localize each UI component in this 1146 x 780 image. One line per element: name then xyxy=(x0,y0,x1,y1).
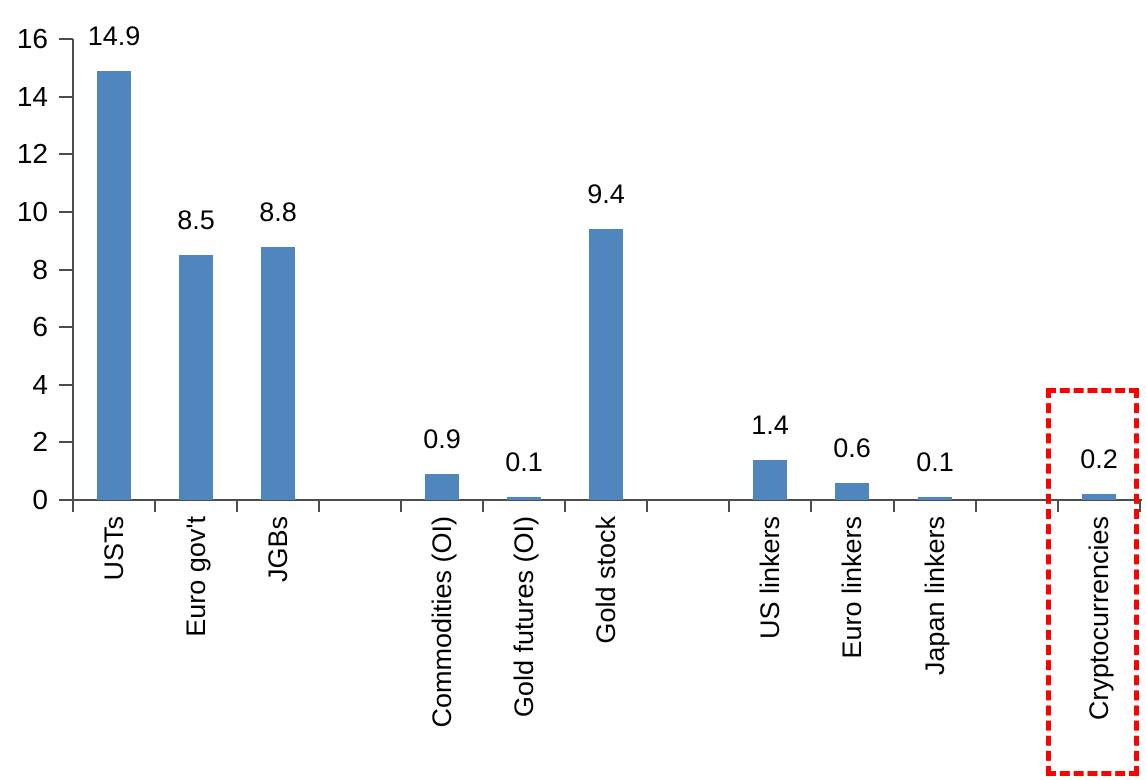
x-axis-tick xyxy=(236,500,238,512)
y-axis-tick xyxy=(59,96,73,98)
y-axis-tick xyxy=(59,153,73,155)
x-axis-category-wrap-usts: USTs xyxy=(72,516,156,581)
bar-value-label-gold-stock: 9.4 xyxy=(587,179,625,209)
y-axis-tick-label: 2 xyxy=(32,426,48,457)
bar-gold-stock xyxy=(589,229,623,500)
x-axis-category-label-us-linkers: US linkers xyxy=(754,516,785,640)
y-axis-tick-label: 0 xyxy=(32,484,48,515)
bar-value-label-euro-gov-t: 8.5 xyxy=(177,205,215,235)
y-axis-tick-label: 6 xyxy=(32,311,48,342)
bar-value-label-us-linkers: 1.4 xyxy=(751,410,789,440)
x-axis-tick xyxy=(1057,500,1059,512)
x-axis-category-wrap-euro-gov-t: Euro gov't xyxy=(154,516,238,637)
x-axis-category-wrap-japan-linkers: Japan linkers xyxy=(893,516,977,675)
bar-value-label-jgbs: 8.8 xyxy=(259,197,297,227)
bar-value-label-usts: 14.9 xyxy=(87,21,141,51)
x-axis-tick xyxy=(482,500,484,512)
y-axis-tick xyxy=(59,384,73,386)
bar-value-label-cryptocurrencies: 0.2 xyxy=(1080,444,1118,474)
y-axis-tick xyxy=(59,269,73,271)
y-axis-tick-label: 10 xyxy=(16,196,48,227)
bar-value-label-euro-linkers: 0.6 xyxy=(833,433,871,463)
bar-value-label-commodities-oi: 0.9 xyxy=(423,424,461,454)
x-axis-category-wrap-commodities-oi: Commodities (OI) xyxy=(400,516,484,728)
x-axis-tick xyxy=(1139,500,1141,512)
x-axis-category-label-gold-futures-oi: Gold futures (OI) xyxy=(508,516,539,718)
y-axis-tick-label: 12 xyxy=(16,138,48,169)
x-axis-category-wrap-jgbs: JGBs xyxy=(236,516,320,582)
y-axis-tick xyxy=(59,326,73,328)
x-axis-tick xyxy=(975,500,977,512)
y-axis-tick-label: 16 xyxy=(16,23,48,54)
x-axis-category-label-jgbs: JGBs xyxy=(262,516,293,583)
bar-jgbs xyxy=(261,247,295,500)
y-axis-tick-label: 4 xyxy=(32,369,48,400)
bar-japan-linkers xyxy=(918,497,952,500)
highlight-box-cryptocurrencies xyxy=(1046,388,1139,776)
x-axis-category-wrap-us-linkers: US linkers xyxy=(728,516,812,639)
x-axis-category-label-euro-linkers: Euro linkers xyxy=(836,516,867,659)
x-axis-category-label-japan-linkers: Japan linkers xyxy=(919,516,950,676)
x-axis-category-label-usts: USTs xyxy=(98,516,129,581)
x-axis-category-wrap-gold-stock: Gold stock xyxy=(564,516,648,644)
y-axis-tick xyxy=(59,499,73,501)
y-axis-tick-label: 8 xyxy=(32,254,48,285)
x-axis-tick xyxy=(646,500,648,512)
y-axis-tick xyxy=(59,211,73,213)
x-axis-tick xyxy=(154,500,156,512)
x-axis-tick xyxy=(400,500,402,512)
x-axis-line xyxy=(59,499,1142,501)
bar-gold-futures-oi xyxy=(507,497,541,500)
bar-euro-linkers xyxy=(835,483,869,500)
x-axis-category-label-commodities-oi: Commodities (OI) xyxy=(426,516,457,728)
y-axis-tick-label: 14 xyxy=(16,81,48,112)
bar-usts xyxy=(97,71,131,500)
x-axis-category-label-euro-gov-t: Euro gov't xyxy=(180,516,211,637)
bar-commodities-oi xyxy=(425,474,459,500)
x-axis-tick xyxy=(893,500,895,512)
x-axis-category-wrap-gold-futures-oi: Gold futures (OI) xyxy=(482,516,566,717)
x-axis-tick xyxy=(318,500,320,512)
y-axis-tick xyxy=(59,441,73,443)
x-axis-tick xyxy=(72,500,74,512)
x-axis-tick xyxy=(810,500,812,512)
bar-value-label-japan-linkers: 0.1 xyxy=(916,447,954,477)
x-axis-category-label-gold-stock: Gold stock xyxy=(590,516,621,644)
bar-cryptocurrencies xyxy=(1082,494,1116,500)
bar-euro-gov-t xyxy=(179,255,213,500)
y-axis-tick xyxy=(59,38,73,40)
y-axis-line xyxy=(72,39,74,512)
bar-us-linkers xyxy=(753,460,787,500)
bar-value-label-gold-futures-oi: 0.1 xyxy=(505,447,543,477)
x-axis-tick xyxy=(564,500,566,512)
x-axis-tick xyxy=(728,500,730,512)
x-axis-category-wrap-euro-linkers: Euro linkers xyxy=(810,516,894,659)
